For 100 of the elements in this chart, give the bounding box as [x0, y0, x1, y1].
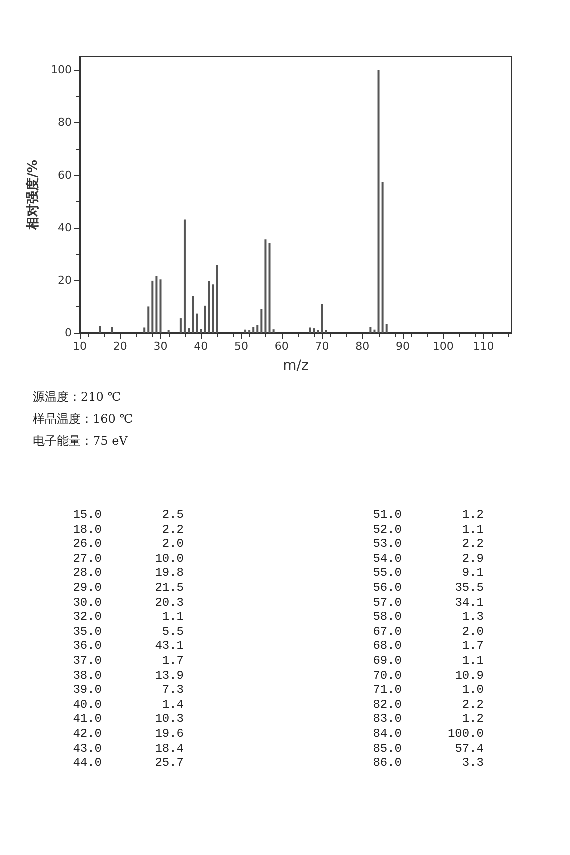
data-label: 1.7: [461, 639, 484, 654]
data-label: 25.7: [154, 756, 184, 771]
bar: [188, 328, 190, 333]
x-tick-label: 90: [396, 340, 410, 353]
data-label: 1.1: [461, 654, 484, 669]
x-tick-label: 110: [473, 340, 494, 353]
category-label: 41.0: [72, 712, 102, 727]
data-label: 35.5: [454, 580, 484, 596]
data-label: 5.5: [161, 624, 184, 640]
x-tick-label: 40: [194, 340, 208, 353]
category-label: 51.0: [372, 508, 402, 523]
category-label: 44.0: [72, 756, 102, 771]
category-label: 83.0: [372, 712, 402, 727]
data-label: 10.0: [154, 552, 184, 566]
data-label: 2.2: [161, 522, 184, 538]
y-tick-label: 80: [58, 116, 72, 130]
category-label: 26.0: [72, 537, 102, 552]
bar: [168, 330, 170, 333]
y-tick-label: 20: [58, 274, 72, 287]
bar: [382, 182, 384, 333]
category-label: 29.0: [72, 580, 102, 596]
data-label: 7.3: [161, 683, 184, 698]
bar: [111, 327, 114, 333]
text: 电子能量：75 eV: [33, 433, 129, 450]
bar: [321, 304, 324, 333]
y-tick-label: 60: [58, 168, 72, 182]
bar: [208, 281, 210, 333]
data-label: 10.9: [454, 668, 484, 684]
category-label: 82.0: [372, 698, 402, 712]
data-label: 2.2: [461, 537, 484, 552]
category-label: 67.0: [372, 624, 402, 640]
data-label: 1.3: [461, 610, 484, 625]
data-label: 34.1: [454, 596, 484, 610]
data-label: 1.2: [461, 712, 484, 727]
category-label: 18.0: [72, 522, 102, 538]
data-label: 1.4: [161, 698, 184, 712]
category-label: 55.0: [372, 566, 402, 581]
data-label: 43.1: [154, 639, 184, 654]
x-tick-label: 70: [315, 340, 330, 353]
x-tick-label: 80: [356, 340, 370, 353]
data-label: 21.5: [154, 580, 184, 596]
bar: [184, 220, 186, 333]
bar: [144, 328, 146, 333]
category-label: 39.0: [72, 683, 102, 698]
category-label: 86.0: [372, 756, 402, 771]
category-label: 43.0: [72, 742, 102, 756]
bar: [272, 330, 275, 333]
bar: [148, 306, 150, 333]
bar: [192, 296, 194, 333]
data-label: 2.2: [461, 698, 484, 712]
data-label: 2.9: [461, 552, 484, 566]
y-axis-title: 相对强度/%: [25, 160, 42, 231]
bar: [264, 240, 267, 333]
data-label: 100.0: [446, 726, 484, 742]
category-label: 53.0: [372, 537, 402, 552]
bar: [309, 328, 312, 333]
bar: [386, 324, 388, 333]
bar: [212, 284, 214, 333]
category-label: 69.0: [372, 654, 402, 669]
x-tick-label: 10: [73, 340, 87, 353]
data-label: 20.3: [154, 596, 184, 610]
x-tick-label: 50: [234, 340, 248, 353]
data-label: 10.3: [154, 712, 184, 727]
bar: [370, 327, 372, 333]
bar: [374, 330, 376, 333]
category-label: 57.0: [372, 596, 402, 610]
x-axis-title: m/z: [283, 358, 309, 374]
category-label: 15.0: [72, 508, 102, 523]
data-label: 18.4: [154, 742, 184, 756]
bar: [378, 70, 380, 333]
y-tick-label: 100: [51, 64, 72, 77]
category-label: 85.0: [372, 742, 402, 756]
data-label: 13.9: [154, 668, 184, 684]
data-label: 2.5: [161, 508, 184, 523]
bar: [256, 325, 259, 333]
category-label: 28.0: [72, 566, 102, 581]
y-tick-label: 40: [58, 221, 72, 234]
x-tick-label: 20: [113, 340, 128, 353]
data-label: 3.3: [461, 756, 484, 771]
data-label: 1.1: [161, 610, 184, 625]
bar: [268, 243, 271, 333]
text: 样品温度：160 ℃: [33, 411, 134, 428]
bar: [200, 329, 202, 333]
bar: [196, 314, 198, 333]
data-label: 1.7: [161, 654, 184, 669]
category-label: 84.0: [372, 726, 402, 742]
bar: [317, 330, 320, 333]
bar: [156, 276, 158, 333]
data-label: 9.1: [461, 566, 484, 581]
bar: [252, 327, 255, 333]
data-label: 57.4: [454, 742, 484, 756]
bar: [260, 309, 263, 333]
category-label: 37.0: [72, 654, 102, 669]
bar: [325, 330, 328, 333]
bar: [152, 280, 154, 333]
category-label: 70.0: [372, 668, 402, 684]
category-label: 71.0: [372, 683, 402, 698]
category-label: 32.0: [72, 610, 102, 625]
category-label: 56.0: [372, 580, 402, 596]
category-label: 35.0: [72, 624, 102, 640]
